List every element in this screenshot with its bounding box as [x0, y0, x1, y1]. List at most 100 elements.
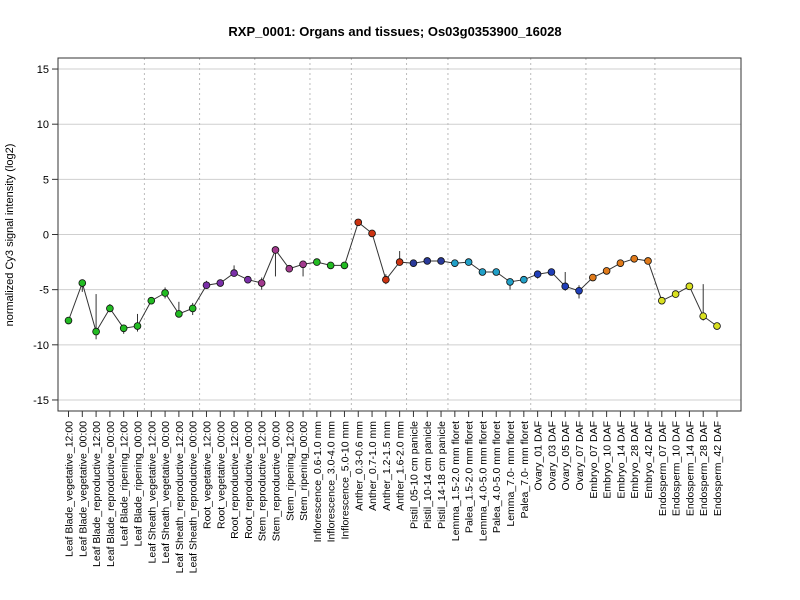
- data-point: [64, 316, 73, 325]
- data-point: [188, 304, 197, 313]
- data-point: [382, 275, 390, 284]
- data-point: [92, 327, 100, 336]
- grid-layer: [58, 68, 741, 401]
- x-tick-label: Endosperm_10 DAF: [671, 421, 683, 516]
- data-point: [313, 258, 321, 266]
- data-point: [119, 324, 128, 333]
- x-tick-label: Anther_0.7-1.0 mm: [367, 421, 379, 511]
- x-tick-label: Stem_reproductive_00:00: [270, 421, 282, 541]
- x-tick-label: Lemma_4.0-5.0 mm floret: [477, 421, 489, 541]
- y-axis: -15 -10 -5 0 5 10 15: [33, 64, 58, 407]
- x-tick-label: Lemma_1.5-2.0 mm floret: [450, 421, 462, 541]
- data-point: [216, 279, 225, 287]
- x-tick-label: Ovary_03 DAF: [546, 421, 558, 490]
- x-tick-label: Leaf Sheath_reproductive_00:00: [188, 421, 200, 574]
- x-tick-label: Ovary_07 DAF: [574, 421, 586, 490]
- x-tick-label: Leaf Sheath_vegetative_12:00: [146, 421, 158, 564]
- data-point: [202, 281, 211, 290]
- data-point: [230, 269, 238, 277]
- x-tick-label: Pistil_05-10 cm panicle: [408, 421, 420, 529]
- data-point: [340, 261, 349, 270]
- data-point: [589, 273, 597, 282]
- data-point: [175, 310, 183, 318]
- x-tick-label: Leaf Sheath_vegetative_00:00: [160, 421, 172, 564]
- y-tick-label: 15: [37, 64, 49, 76]
- data-point: [671, 290, 680, 298]
- x-tick-label: Root_vegetative_00:00: [215, 421, 227, 529]
- data-point: [685, 282, 694, 291]
- x-tick-label: Anther_1.6-2.0 mm: [395, 421, 407, 511]
- data-point: [257, 279, 266, 287]
- group-separators: [143, 58, 656, 411]
- data-point: [354, 218, 363, 227]
- x-tick-label: Leaf Blade_vegetative_00:00: [77, 421, 89, 557]
- x-tick-label: Endosperm_42 DAF: [712, 421, 724, 516]
- x-tick-label: Embryo_28 DAF: [629, 421, 641, 499]
- x-tick-label: Embryo_07 DAF: [588, 421, 600, 499]
- data-point: [520, 275, 528, 284]
- x-tick-label: Lemma_7.0- mm floret: [505, 421, 517, 527]
- data-point: [713, 322, 721, 330]
- data-point: [423, 257, 432, 265]
- data-point: [547, 268, 556, 276]
- data-point: [658, 296, 666, 305]
- x-tick-label: Ovary_05 DAF: [560, 421, 572, 490]
- x-tick-label: Anther_0.3-0.6 mm: [353, 421, 365, 511]
- y-tick-label: 5: [43, 174, 49, 186]
- data-point: [299, 260, 307, 269]
- x-tick-label: Stem_ripening_00:00: [298, 421, 310, 521]
- data-point: [161, 289, 169, 297]
- chart-title: RXP_0001: Organs and tissues; Os03g03539…: [228, 24, 561, 39]
- data-point: [133, 322, 142, 330]
- x-tick-label: Endosperm_14 DAF: [684, 421, 696, 516]
- series-line: [68, 221, 718, 333]
- data-point: [630, 254, 639, 263]
- y-tick-label: -10: [33, 340, 49, 352]
- x-tick-label: Embryo_10 DAF: [602, 421, 614, 499]
- y-tick-label: 0: [43, 230, 49, 242]
- x-tick-label: Inflorescence_3.0-4.0 mm: [326, 421, 338, 543]
- x-tick-label: Leaf Blade_reproductive_12:00: [91, 421, 103, 567]
- x-tick-label: Root_vegetative_12:00: [201, 421, 213, 529]
- x-tick-label: Leaf Blade_ripening_00:00: [132, 421, 144, 547]
- data-point: [368, 229, 376, 238]
- data-point: [464, 258, 473, 266]
- x-tick-label: Pistil_14-18 cm panicle: [436, 421, 448, 529]
- x-tick-label: Root_reproductive_00:00: [243, 421, 255, 539]
- data-point: [271, 246, 280, 254]
- data-point: [602, 267, 611, 275]
- x-tick-label: Stem_reproductive_12:00: [257, 421, 269, 541]
- x-tick-label: Pistil_10-14 cm panicle: [422, 421, 434, 529]
- x-tick-label: Leaf Blade_vegetative_12:00: [64, 421, 76, 557]
- data-point: [451, 259, 459, 267]
- data-points: [64, 218, 721, 336]
- x-tick-label: Inflorescence_5.0-10 mm: [339, 421, 351, 540]
- x-tick-label: Leaf Blade_reproductive_00:00: [105, 421, 117, 567]
- x-tick-label: Embryo_14 DAF: [615, 421, 627, 499]
- data-point: [244, 275, 252, 284]
- data-point: [478, 268, 487, 276]
- data-point: [78, 279, 87, 287]
- x-tick-label: Palea_4.0-5.0 mm floret: [491, 421, 503, 533]
- x-tick-label: Embryo_42 DAF: [643, 421, 655, 499]
- x-tick-label: Leaf Blade_ripening_12:00: [119, 421, 131, 547]
- data-point: [561, 282, 570, 291]
- x-tick-label: Endosperm_28 DAF: [698, 421, 710, 516]
- error-bars: [68, 220, 718, 340]
- data-point: [506, 278, 514, 286]
- x-axis: Leaf Blade_vegetative_12:00 Leaf Blade_ve…: [64, 411, 724, 574]
- x-tick-label: Palea_7.0- mm floret: [519, 421, 531, 519]
- data-point: [699, 312, 708, 320]
- data-point: [533, 270, 542, 279]
- x-tick-label: Inflorescence_0.6-1.0 mm: [312, 421, 324, 543]
- x-tick-label: Stem_ripening_12:00: [284, 421, 296, 521]
- data-point: [106, 304, 114, 313]
- data-point: [616, 259, 625, 267]
- x-tick-label: Endosperm_07 DAF: [657, 421, 669, 516]
- x-tick-label: Ovary_01 DAF: [533, 421, 545, 490]
- y-tick-label: -15: [33, 395, 49, 407]
- data-point: [409, 259, 418, 267]
- data-point: [326, 261, 335, 270]
- data-point: [644, 257, 652, 265]
